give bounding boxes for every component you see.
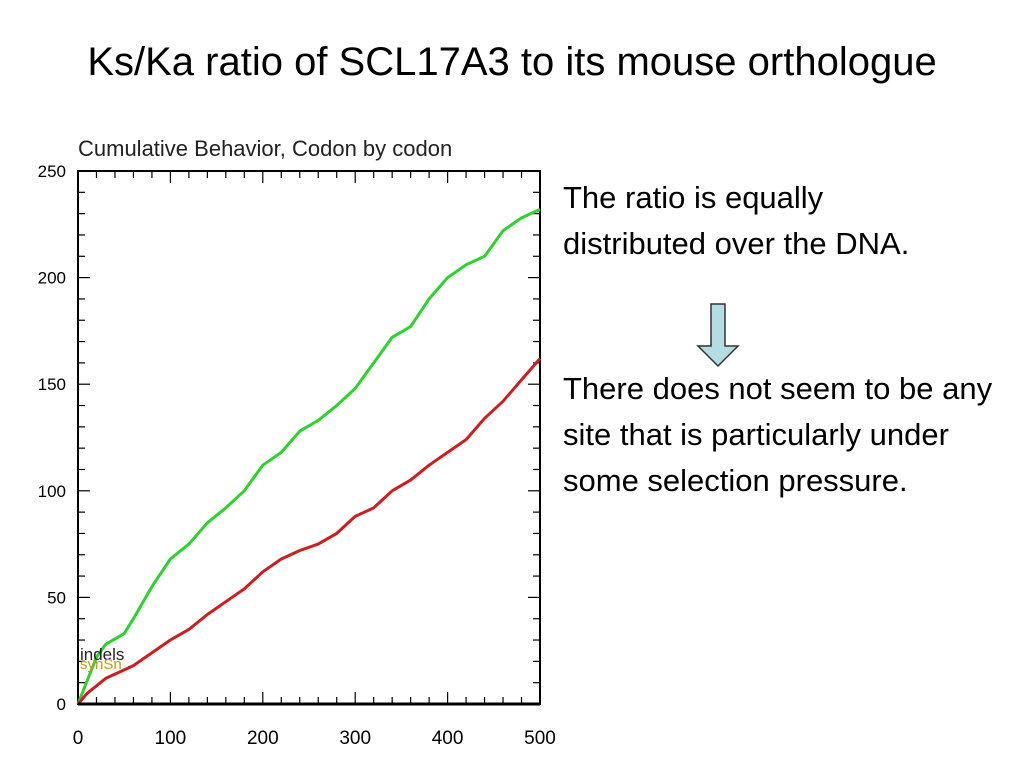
y-tick-label: 250 bbox=[38, 162, 66, 181]
y-tick-label: 100 bbox=[38, 482, 66, 501]
axis-ticks bbox=[77, 170, 541, 705]
chart-title: Cumulative Behavior, Codon by codon bbox=[78, 136, 452, 161]
x-tick-label: 500 bbox=[524, 728, 556, 749]
axis-tick-labels: 0 100 200 300 400 500 0 50 100 150 200 250 bbox=[38, 162, 556, 749]
x-tick-label: 0 bbox=[73, 728, 84, 749]
x-tick-label: 400 bbox=[432, 728, 464, 749]
y-tick-label: 50 bbox=[47, 588, 66, 607]
y-tick-label: 0 bbox=[57, 695, 66, 714]
series-line-1 bbox=[76, 357, 542, 705]
side-text-distribution: The ratio is equally distributed over th… bbox=[563, 180, 910, 261]
down-arrow-icon bbox=[696, 303, 740, 368]
x-tick-label: 200 bbox=[247, 728, 279, 749]
y-tick-label: 200 bbox=[38, 269, 66, 288]
legend-item-synsn: synSn bbox=[80, 656, 122, 673]
plot-frame bbox=[77, 170, 541, 705]
series-line-0 bbox=[76, 208, 541, 705]
slide-title: Ks/Ka ratio of SCL17A3 to its mouse orth… bbox=[87, 40, 937, 84]
side-text-selection: There does not seem to be any site that … bbox=[563, 371, 993, 498]
x-tick-label: 100 bbox=[155, 728, 187, 749]
series-lines bbox=[76, 208, 542, 706]
legend-item-indels: indels bbox=[80, 645, 124, 664]
y-tick-label: 150 bbox=[38, 375, 66, 394]
x-tick-label: 300 bbox=[339, 728, 371, 749]
